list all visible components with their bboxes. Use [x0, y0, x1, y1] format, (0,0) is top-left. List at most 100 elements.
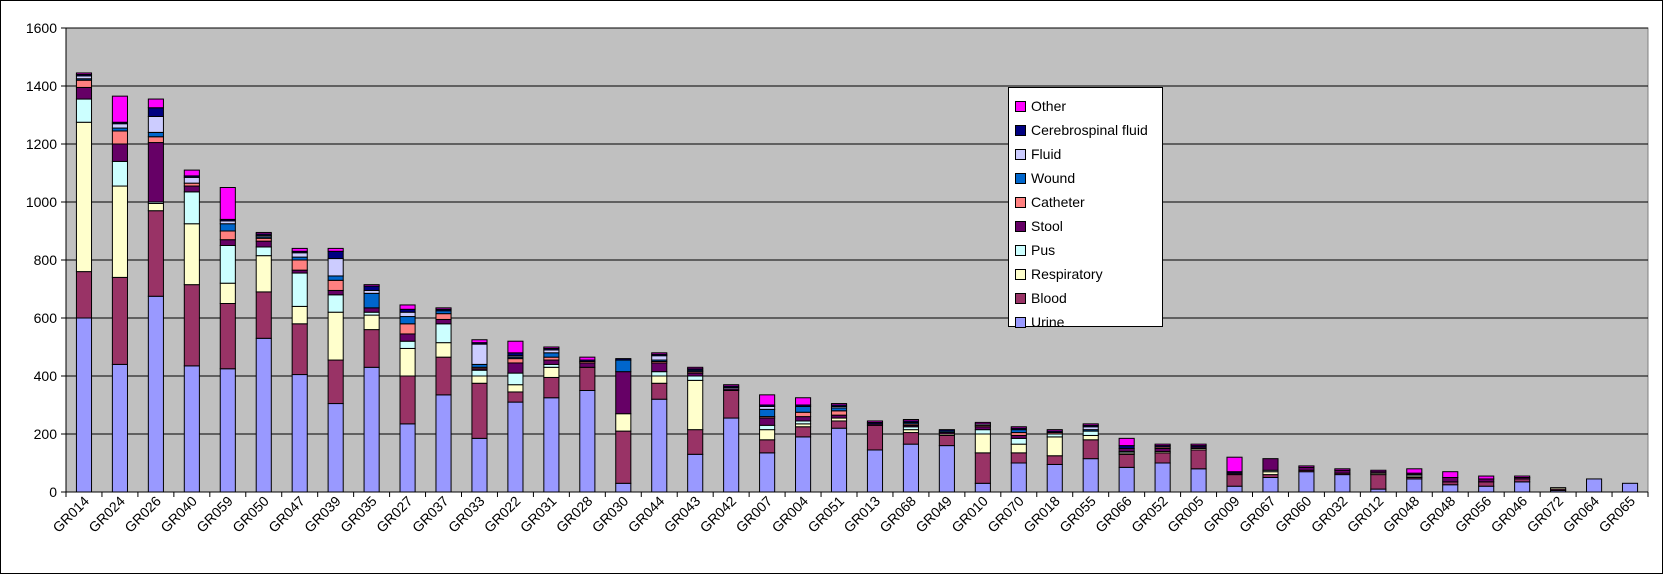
- x-tick-label: GR049: [912, 493, 955, 536]
- legend-label: Cerebrospinal fluid: [1031, 122, 1148, 138]
- bar-segment: [327, 403, 344, 493]
- bar-segment: [830, 427, 848, 493]
- bar-segment: [111, 95, 128, 123]
- bar-segment: [183, 223, 200, 286]
- bar-segment: [183, 185, 200, 193]
- bar-segment: [435, 313, 452, 320]
- legend-item: Catheter: [1015, 190, 1162, 214]
- bar-segment: [435, 356, 452, 396]
- x-tick-label: GR056: [1452, 493, 1495, 536]
- bar-segment: [938, 434, 955, 447]
- bar-segment: [1190, 443, 1207, 447]
- bar-segment: [399, 311, 416, 318]
- bar-segment: [291, 247, 308, 252]
- bar-segment: [759, 429, 776, 441]
- legend-swatch: [1015, 196, 1026, 208]
- x-tick-label: GR035: [337, 493, 380, 536]
- x-tick-label: GR047: [265, 493, 308, 536]
- bar-segment: [471, 343, 488, 365]
- legend-swatch: [1015, 172, 1026, 184]
- y-tick-label: 1000: [26, 194, 57, 210]
- bar-segment: [327, 247, 344, 252]
- x-tick-label: GR007: [733, 493, 776, 536]
- bar-segment: [255, 231, 272, 235]
- x-tick-label: GR022: [481, 493, 524, 536]
- bar-segment: [1010, 462, 1027, 493]
- bar-segment: [147, 202, 164, 212]
- bar-segment: [795, 426, 812, 438]
- bar-segment: [830, 403, 848, 406]
- bar-segment: [1550, 487, 1567, 490]
- bar-segment: [1010, 452, 1027, 464]
- bar-segment: [75, 79, 93, 88]
- bar-segment: [759, 417, 776, 426]
- x-tick-label: GR048: [1416, 493, 1459, 536]
- x-tick-label: GR024: [85, 493, 128, 536]
- bar-segment: [579, 362, 596, 368]
- bar-segment: [327, 258, 344, 277]
- x-tick-label: GR048: [1380, 493, 1423, 536]
- x-tick-label: GR005: [1164, 493, 1207, 536]
- x-tick-label: GR031: [517, 493, 560, 536]
- bar-segment: [435, 318, 452, 325]
- bar-segment: [1082, 434, 1099, 441]
- x-tick-label: GR028: [553, 493, 596, 536]
- x-tick-label: GR026: [121, 493, 164, 536]
- bar-segment: [75, 98, 93, 123]
- legend-item: Urine: [1015, 310, 1162, 334]
- bar-segment: [435, 307, 452, 310]
- bar-segment: [219, 230, 236, 241]
- bar-segment: [651, 371, 668, 377]
- bar-segment: [687, 375, 704, 381]
- bar-segment: [327, 289, 344, 296]
- legend-label: Wound: [1031, 170, 1076, 186]
- x-tick-label: GR055: [1056, 493, 1099, 536]
- x-tick-label: GR009: [1200, 493, 1243, 536]
- bar-segment: [543, 346, 560, 349]
- bar-segment: [507, 391, 524, 403]
- bar-segment: [111, 123, 128, 129]
- bar-segment: [615, 413, 632, 432]
- bar-segment: [1370, 474, 1387, 490]
- x-tick-label: GR064: [1560, 493, 1603, 536]
- bar-segment: [1190, 449, 1207, 470]
- bar-segment: [1190, 468, 1207, 493]
- bar-segment: [471, 375, 488, 384]
- bar-segment: [399, 423, 416, 493]
- bar-segment: [759, 408, 776, 418]
- bar-segment: [1298, 471, 1315, 493]
- bar-segment: [471, 382, 488, 439]
- bar-segment: [1010, 426, 1027, 429]
- bar-segment: [75, 317, 93, 493]
- bar-segment: [759, 394, 776, 406]
- x-tick-label: GR060: [1272, 493, 1315, 536]
- bar-segment: [723, 390, 740, 419]
- bar-segment: [183, 176, 200, 184]
- bar-segment: [902, 419, 919, 422]
- bar-segment: [1046, 463, 1063, 493]
- bar-segment: [687, 379, 704, 431]
- bar-segment: [111, 143, 128, 162]
- bar-segment: [543, 352, 560, 358]
- bar-segment: [651, 362, 668, 373]
- bar-segment: [723, 417, 740, 493]
- x-tick-label: GR039: [301, 493, 344, 536]
- bar-segment: [363, 307, 380, 313]
- bar-segment: [1262, 458, 1279, 471]
- bar-segment: [183, 191, 200, 225]
- legend-item: Fluid: [1015, 142, 1162, 166]
- bar-segment: [219, 187, 236, 220]
- bar-segment: [327, 275, 344, 281]
- bar-segment: [435, 323, 452, 344]
- legend-swatch: [1015, 124, 1026, 136]
- bar-segment: [1406, 468, 1423, 474]
- bar-segment: [255, 255, 272, 293]
- x-tick-label: GR068: [876, 493, 919, 536]
- bar-segment: [363, 284, 380, 287]
- legend-swatch: [1015, 268, 1026, 280]
- bar-segment: [183, 365, 200, 493]
- y-tick-label: 600: [34, 310, 58, 326]
- legend-item: Stool: [1015, 214, 1162, 238]
- bar-segment: [1514, 481, 1531, 493]
